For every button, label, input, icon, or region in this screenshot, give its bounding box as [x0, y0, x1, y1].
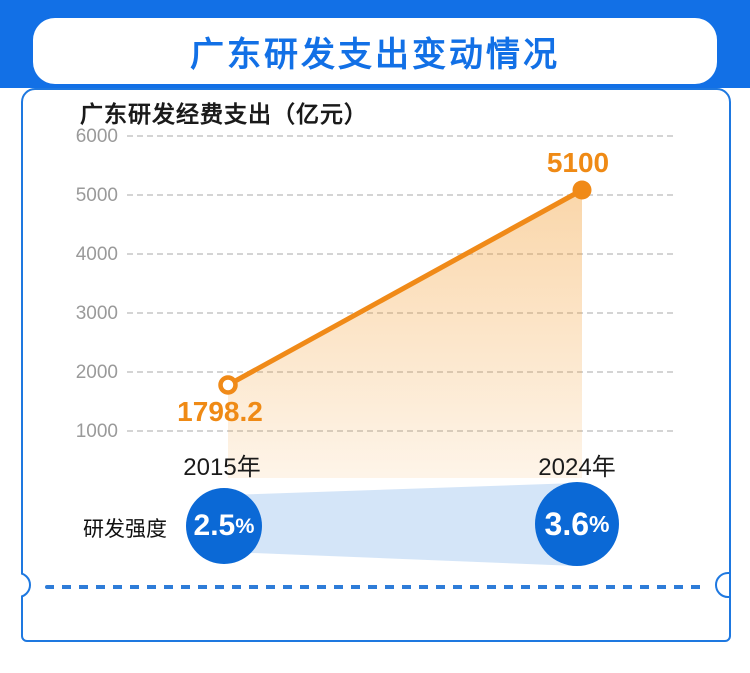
- intensity-badge-2024: 3.6%: [535, 482, 619, 566]
- y-tick-4000: 4000: [75, 244, 118, 265]
- gridline: [127, 430, 673, 432]
- value-label-2024: 5100: [546, 147, 610, 178]
- intensity-value-2015: 2.5: [193, 509, 236, 542]
- percent-sign: %: [589, 510, 610, 537]
- y-tick-3000: 3000: [75, 303, 118, 324]
- gridline: [127, 253, 673, 255]
- gridline: [127, 135, 673, 137]
- y-tick-1000: 1000: [75, 421, 118, 442]
- value-label-2015: 1798.2: [177, 396, 263, 427]
- page-title: 广东研发支出变动情况: [190, 35, 560, 74]
- chart-unit-label: 广东研发经费支出（亿元）: [80, 101, 368, 127]
- intensity-badge-2015: 2.5%: [186, 488, 262, 564]
- y-tick-2000: 2000: [75, 362, 118, 383]
- notch-circle: [21, 572, 31, 598]
- ticket-notch-right: [713, 571, 729, 603]
- dashed-divider: [45, 585, 705, 589]
- notch-circle: [715, 572, 729, 598]
- gridline: [127, 194, 673, 196]
- gridline: [127, 312, 673, 314]
- y-tick-6000: 6000: [75, 126, 118, 147]
- percent-sign: %: [235, 513, 255, 538]
- gridline: [127, 371, 673, 373]
- title-banner: 广东研发支出变动情况: [33, 18, 717, 84]
- y-tick-5000: 5000: [75, 185, 118, 206]
- intensity-value-2024: 3.6: [544, 505, 589, 542]
- ticket-notch-left: [21, 571, 37, 603]
- x-label-2015: 2015年: [183, 454, 261, 481]
- intensity-label: 研发强度: [83, 518, 167, 541]
- x-label-2024: 2024年: [538, 454, 616, 481]
